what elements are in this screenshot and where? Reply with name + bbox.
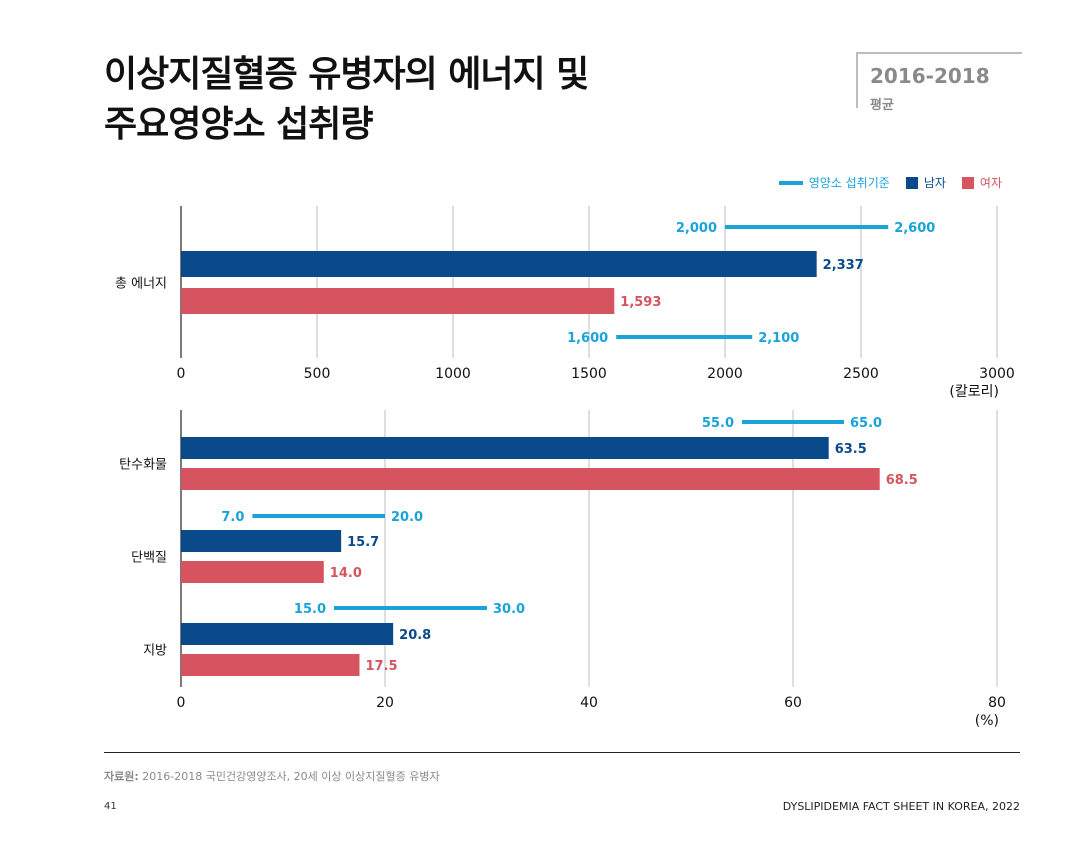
source-label: 자료원:: [104, 770, 139, 783]
energy-tick-label: 1000: [435, 366, 471, 382]
macro-bar-female: [181, 654, 360, 676]
energy-tick-label: 2000: [707, 366, 743, 382]
macro-value-label-female: 68.5: [886, 473, 918, 488]
page-number: 41: [104, 801, 117, 812]
macro-reference-label-low: 55.0: [702, 416, 734, 431]
title-line-2: 주요영양소 섭취량: [104, 104, 374, 145]
macro-reference-label-low: 15.0: [294, 602, 326, 617]
macro-bar-female: [181, 561, 324, 583]
legend-item-male: 남자: [905, 174, 946, 191]
source-note: 자료원: 2016-2018 국민건강영양조사, 20세 이상 이상지질혈증 유…: [104, 768, 440, 784]
legend-swatch-female: [961, 176, 974, 189]
macro-value-label-male: 20.8: [399, 628, 431, 643]
energy-value-label-male: 2,337: [823, 258, 864, 273]
macro-unit-label: (%): [975, 713, 999, 729]
legend-swatch-reference: [778, 180, 803, 185]
macro-bar-female: [181, 468, 880, 490]
macro-value-label-female: 14.0: [330, 566, 362, 581]
chart-legend: 영양소 섭취기준 남자 여자: [763, 174, 1002, 191]
legend-label-female: 여자: [979, 176, 1002, 190]
energy-reference-label-low: 2,000: [676, 221, 717, 236]
macro-tick-label: 60: [784, 695, 802, 711]
title-line-1: 이상지질혈증 유병자의 에너지 및: [104, 54, 589, 95]
running-title: DYSLIPIDEMIA FACT SHEET IN KOREA, 2022: [782, 800, 1020, 813]
macro-tick-label: 20: [376, 695, 394, 711]
macro-category-label: 단백질: [131, 551, 167, 566]
energy-bar-female: [181, 288, 615, 314]
period-box: 2016-2018 평균: [856, 52, 1022, 113]
legend-item-reference: 영양소 섭취기준: [778, 174, 890, 191]
period-label: 평균: [870, 98, 894, 113]
macro-value-label-male: 15.7: [347, 535, 379, 550]
energy-tick-label: 0: [177, 366, 186, 382]
energy-reference-label-high: 2,100: [758, 331, 799, 346]
energy-unit-label: (칼로리): [949, 384, 999, 400]
macro-tick-label: 80: [988, 695, 1006, 711]
legend-item-female: 여자: [961, 174, 1002, 191]
macro-value-label-male: 63.5: [835, 442, 867, 457]
page-title: 이상지질혈증 유병자의 에너지 및 주요영양소 섭취량: [104, 50, 589, 150]
macro-category-label: 탄수화물: [119, 458, 167, 473]
energy-tick-label: 3000: [979, 366, 1015, 382]
macro-bar-male: [181, 437, 829, 459]
period-years: 2016-2018: [870, 64, 990, 88]
macro-reference-label-low: 7.0: [221, 510, 244, 525]
footer-divider: [104, 752, 1020, 753]
macro-reference-label-high: 20.0: [391, 510, 423, 525]
energy-tick-label: 2500: [843, 366, 879, 382]
macro-value-label-female: 17.5: [366, 659, 398, 674]
energy-reference-label-low: 1,600: [567, 331, 608, 346]
macro-bar-male: [181, 530, 342, 552]
legend-label-reference: 영양소 섭취기준: [808, 176, 890, 190]
energy-bar-male: [181, 251, 817, 277]
energy-value-label-female: 1,593: [620, 295, 661, 310]
energy-tick-label: 1500: [571, 366, 607, 382]
macro-bar-male: [181, 623, 394, 645]
energy-category-label: 총 에너지: [115, 277, 167, 292]
macro-reference-label-high: 30.0: [493, 602, 525, 617]
macro-category-label: 지방: [143, 644, 167, 659]
energy-reference-label-high: 2,600: [894, 221, 935, 236]
macro-tick-label: 40: [580, 695, 598, 711]
macro-reference-label-high: 65.0: [850, 416, 882, 431]
legend-label-male: 남자: [923, 176, 946, 190]
macro-tick-label: 0: [177, 695, 186, 711]
legend-swatch-male: [905, 176, 918, 189]
source-text: 2016-2018 국민건강영양조사, 20세 이상 이상지질혈증 유병자: [142, 770, 440, 783]
energy-tick-label: 500: [304, 366, 331, 382]
